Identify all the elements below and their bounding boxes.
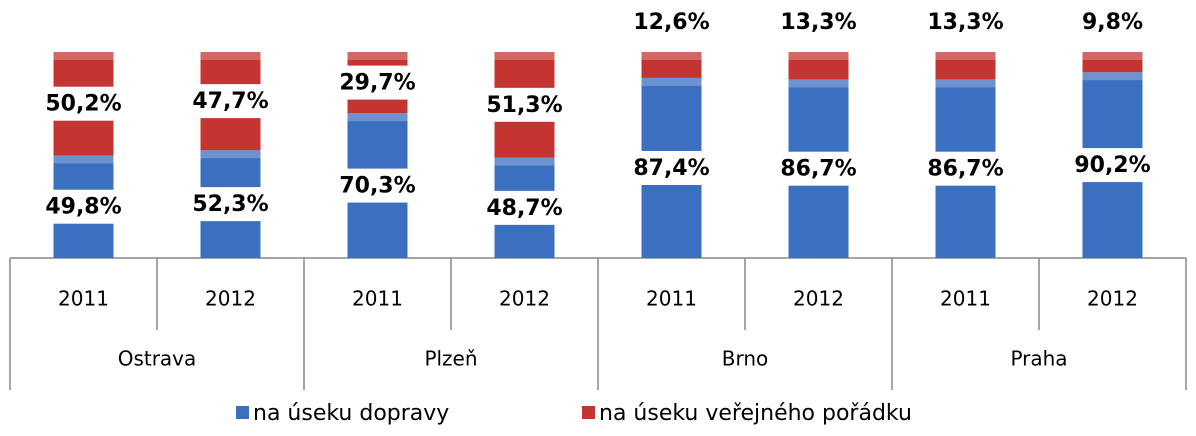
group-label: Brno xyxy=(722,347,769,371)
bar-highlight xyxy=(788,79,849,88)
legend-swatch xyxy=(236,406,249,419)
bar-segment xyxy=(1082,52,1143,73)
legend-label: na úseku veřejného pořádku xyxy=(599,401,912,426)
data-label: 9,8% xyxy=(1082,10,1143,35)
legend-swatch xyxy=(582,406,595,419)
data-label: 51,3% xyxy=(486,93,562,118)
label-bg xyxy=(623,150,720,185)
legend-label: na úseku dopravy xyxy=(253,401,449,426)
label-bg xyxy=(917,151,1014,186)
group-label: Plzeň xyxy=(424,347,477,371)
bar-highlight xyxy=(1082,72,1143,81)
x-tick-label: 2012 xyxy=(499,287,550,311)
x-tick-label: 2011 xyxy=(646,287,697,311)
bar-highlight xyxy=(200,52,261,60)
x-tick-label: 2012 xyxy=(1087,287,1138,311)
bar-highlight xyxy=(494,52,555,60)
label-bg xyxy=(476,190,573,225)
bar-segment xyxy=(788,52,849,80)
group-label: Praha xyxy=(1010,347,1067,371)
bar-highlight xyxy=(53,52,114,60)
label-bg xyxy=(770,151,867,186)
bar-highlight xyxy=(53,155,114,164)
data-label: 12,6% xyxy=(633,10,709,35)
bar-highlight xyxy=(200,150,261,159)
bar-highlight xyxy=(935,79,996,88)
data-label: 86,7% xyxy=(780,157,856,182)
bar-highlight xyxy=(641,77,702,86)
data-label: 47,7% xyxy=(192,89,268,114)
bar-highlight xyxy=(1082,52,1143,60)
bar-highlight xyxy=(788,52,849,60)
label-bg xyxy=(476,87,573,122)
data-label: 48,7% xyxy=(486,196,562,221)
data-label: 90,2% xyxy=(1074,153,1150,178)
data-label: 50,2% xyxy=(45,92,121,117)
label-bg xyxy=(35,86,132,121)
data-label: 29,7% xyxy=(339,71,415,96)
group-label: Ostrava xyxy=(118,347,197,371)
data-label: 13,3% xyxy=(927,10,1003,35)
data-label: 13,3% xyxy=(780,10,856,35)
data-label: 49,8% xyxy=(45,195,121,220)
x-tick-label: 2012 xyxy=(793,287,844,311)
label-bg xyxy=(329,168,426,203)
label-bg xyxy=(329,65,426,100)
label-bg xyxy=(182,187,279,222)
label-bg xyxy=(182,84,279,119)
bar-highlight xyxy=(494,157,555,166)
bar-highlight xyxy=(641,52,702,60)
bar-segment xyxy=(641,52,702,78)
data-label: 86,7% xyxy=(927,157,1003,182)
x-tick-label: 2011 xyxy=(58,287,109,311)
data-label: 87,4% xyxy=(633,156,709,181)
data-label: 70,3% xyxy=(339,174,415,199)
label-bg xyxy=(35,189,132,224)
bar-highlight xyxy=(347,113,408,122)
data-label: 52,3% xyxy=(192,192,268,217)
x-tick-label: 2011 xyxy=(352,287,403,311)
x-tick-label: 2011 xyxy=(940,287,991,311)
bar-highlight xyxy=(935,52,996,60)
bar-segment xyxy=(935,52,996,80)
bar-highlight xyxy=(347,52,408,60)
x-tick-label: 2012 xyxy=(205,287,256,311)
label-bg xyxy=(1064,148,1161,183)
